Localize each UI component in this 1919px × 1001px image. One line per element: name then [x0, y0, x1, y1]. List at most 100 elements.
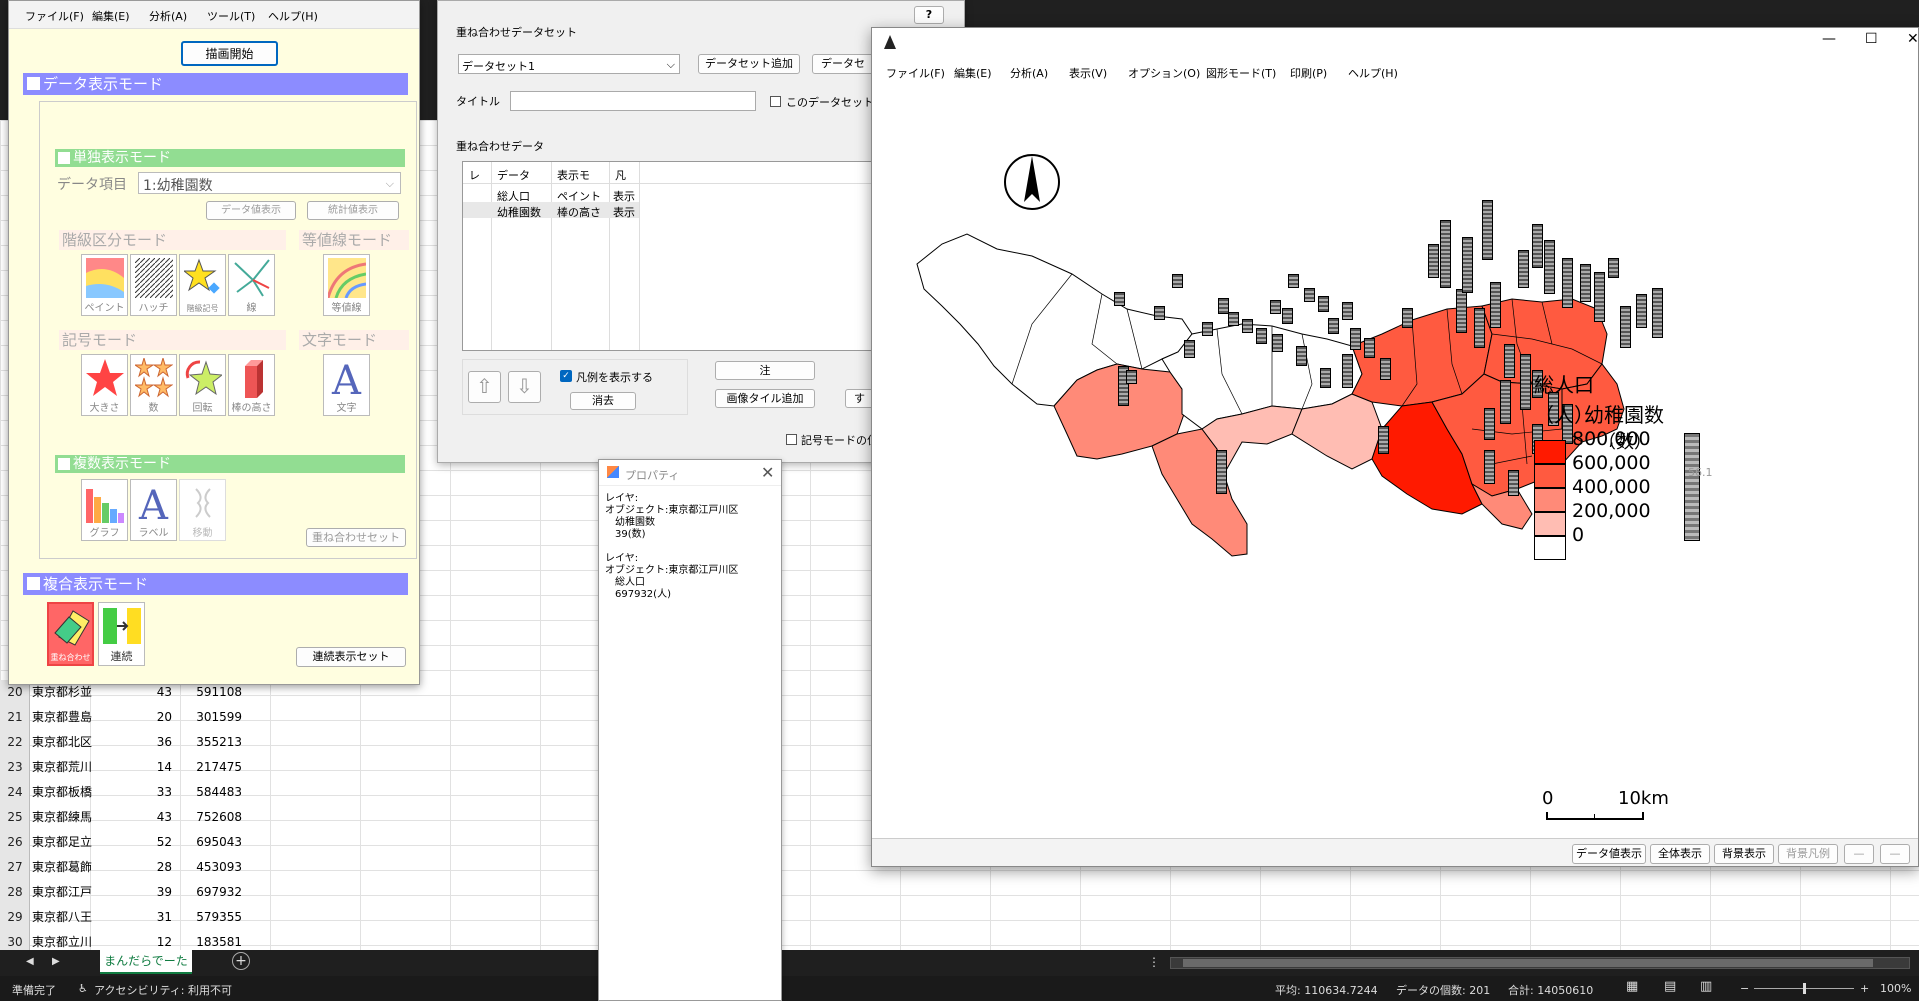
- cell-a[interactable]: 52: [156, 835, 172, 849]
- row-number[interactable]: 21: [7, 710, 23, 724]
- cell-name[interactable]: 東京都江戸: [32, 885, 93, 899]
- cell-name[interactable]: 東京都荒川: [32, 760, 93, 774]
- move-up-button[interactable]: ⇧: [468, 371, 501, 403]
- add-image-tile-button[interactable]: 画像タイル追加: [715, 389, 815, 408]
- cell-b[interactable]: 752608: [196, 810, 242, 824]
- cell-b[interactable]: 695043: [196, 835, 242, 849]
- sheet-prev-icon[interactable]: ◀: [26, 956, 34, 967]
- menu-analysis[interactable]: 分析(A): [149, 10, 188, 23]
- cell-name[interactable]: 東京都足立: [32, 835, 93, 849]
- cell-name[interactable]: 東京都板橋: [32, 785, 93, 799]
- cell-b[interactable]: 355213: [196, 735, 242, 749]
- cell-name[interactable]: 東京都杉並: [32, 685, 93, 699]
- sheet-next-icon[interactable]: ▶: [52, 956, 60, 967]
- tool-class-symbol[interactable]: 階級記号: [179, 254, 226, 316]
- tool-graph[interactable]: グラフ: [81, 479, 128, 541]
- row-number[interactable]: 20: [7, 685, 23, 699]
- row-number[interactable]: 27: [7, 860, 23, 874]
- map-menu-analysis[interactable]: 分析(A): [1010, 67, 1049, 80]
- map-extra-button-2[interactable]: —: [1880, 844, 1910, 864]
- excel-data-rows[interactable]: 東京都杉並 43 591108 東京都豊島 20 301599 東京都北区 36 355213 東…: [0, 680, 420, 950]
- delete-button[interactable]: 消去: [570, 392, 636, 410]
- cell-a[interactable]: 31: [156, 910, 172, 924]
- statistics-button[interactable]: 統計値表示: [307, 201, 399, 220]
- cell-b[interactable]: 301599: [196, 710, 242, 724]
- tool-overlay[interactable]: 重ね合わせ: [47, 602, 94, 666]
- data-values-button[interactable]: データ値表示: [206, 201, 296, 220]
- row-number[interactable]: 29: [7, 910, 23, 924]
- page-layout-icon[interactable]: ▤: [1664, 979, 1677, 994]
- tool-contour[interactable]: 等値線: [323, 254, 370, 316]
- zoom-out-icon[interactable]: −: [1740, 982, 1750, 995]
- menu-file[interactable]: ファイル(F): [25, 10, 84, 23]
- add-sheet-icon[interactable]: +: [232, 952, 250, 970]
- map-background-button[interactable]: 背景表示: [1714, 844, 1774, 864]
- table-row[interactable]: 総人口 ペイント 表示: [463, 186, 639, 203]
- map-west-region[interactable]: [916, 233, 1193, 407]
- data-item-select[interactable]: 1:幼稚園数 ⌵: [138, 172, 401, 194]
- tool-rotate[interactable]: 回転: [179, 354, 226, 416]
- note-button[interactable]: 注: [715, 361, 815, 380]
- cell-a[interactable]: 14: [156, 760, 172, 774]
- col-data[interactable]: データ: [497, 169, 530, 182]
- tool-move[interactable]: 移動: [179, 479, 226, 541]
- caption-input[interactable]: [510, 91, 756, 111]
- menu-help[interactable]: ヘルプ(H): [268, 10, 318, 23]
- col-legend[interactable]: 凡: [615, 169, 626, 182]
- col-mode[interactable]: 表示モ: [557, 169, 590, 182]
- zoom-in-icon[interactable]: +: [1860, 982, 1870, 995]
- start-drawing-button[interactable]: 描画開始: [181, 41, 278, 66]
- tool-label[interactable]: A ラベル: [130, 479, 177, 541]
- cell-b[interactable]: 697932: [196, 885, 242, 899]
- close-icon[interactable]: ✕: [761, 463, 775, 482]
- tool-text[interactable]: A 文字: [323, 354, 370, 416]
- col-check[interactable]: レ: [469, 169, 480, 182]
- cell-b[interactable]: 584483: [196, 785, 242, 799]
- row-number[interactable]: 30: [7, 935, 23, 949]
- row-number[interactable]: 28: [7, 885, 23, 899]
- overlay-data-table[interactable]: レ データ 表示モ 凡 総人口 ペイント 表示 幼稚園数 棒の高さ 表示: [462, 161, 903, 351]
- maximize-icon[interactable]: ☐: [1865, 31, 1878, 47]
- cell-name[interactable]: 東京都練馬: [32, 810, 93, 824]
- legend-checkbox[interactable]: ✓: [560, 370, 572, 382]
- map-background-legend-button[interactable]: 背景凡例: [1778, 844, 1838, 864]
- table-row[interactable]: 幼稚園数 棒の高さ 表示: [463, 202, 639, 219]
- cell-a[interactable]: 39: [156, 885, 172, 899]
- menu-tools[interactable]: ツール(T): [207, 10, 256, 23]
- more-icon[interactable]: ⋮: [1148, 955, 1160, 969]
- dataset-checkbox[interactable]: [770, 96, 781, 107]
- tool-bar-height[interactable]: 棒の高さ: [228, 354, 275, 416]
- map-menu-options[interactable]: オプション(O): [1128, 67, 1201, 80]
- cell-b[interactable]: 183581: [196, 935, 242, 949]
- cell-name[interactable]: 東京都八王: [32, 910, 93, 924]
- move-down-button[interactable]: ⇩: [508, 371, 541, 403]
- cell-name[interactable]: 東京都葛飾: [32, 860, 93, 874]
- cell-a[interactable]: 12: [156, 935, 172, 949]
- cell-a[interactable]: 36: [156, 735, 172, 749]
- add-dataset-button[interactable]: データセット追加: [698, 54, 800, 74]
- cell-a[interactable]: 43: [156, 685, 172, 699]
- map-menu-file[interactable]: ファイル(F): [886, 67, 945, 80]
- map-full-view-button[interactable]: 全体表示: [1650, 844, 1710, 864]
- cell-name[interactable]: 東京都北区: [32, 735, 93, 749]
- page-break-icon[interactable]: ▥: [1700, 979, 1713, 994]
- map-menu-edit[interactable]: 編集(E): [954, 67, 992, 80]
- map-menu-view[interactable]: 表示(V): [1069, 67, 1108, 80]
- cell-b[interactable]: 217475: [196, 760, 242, 774]
- cell-b[interactable]: 579355: [196, 910, 242, 924]
- zoom-slider[interactable]: [1754, 983, 1854, 994]
- row-number[interactable]: 22: [7, 735, 23, 749]
- map-data-values-button[interactable]: データ値表示: [1572, 844, 1646, 864]
- tool-hatch[interactable]: ハッチ: [130, 254, 177, 316]
- tool-count[interactable]: 数: [130, 354, 177, 416]
- cell-a[interactable]: 20: [156, 710, 172, 724]
- tool-line[interactable]: 線: [228, 254, 275, 316]
- zoom-level[interactable]: 100%: [1880, 982, 1912, 995]
- status-accessibility[interactable]: アクセシビリティ: 利用不可: [94, 984, 232, 997]
- close-icon[interactable]: ✕: [1907, 31, 1919, 47]
- cell-b[interactable]: 591108: [196, 685, 242, 699]
- tool-size[interactable]: 大きさ: [81, 354, 128, 416]
- cell-a[interactable]: 28: [156, 860, 172, 874]
- horizontal-scrollbar[interactable]: [1170, 957, 1910, 969]
- sheet-tab[interactable]: まんだらでーた: [100, 950, 192, 974]
